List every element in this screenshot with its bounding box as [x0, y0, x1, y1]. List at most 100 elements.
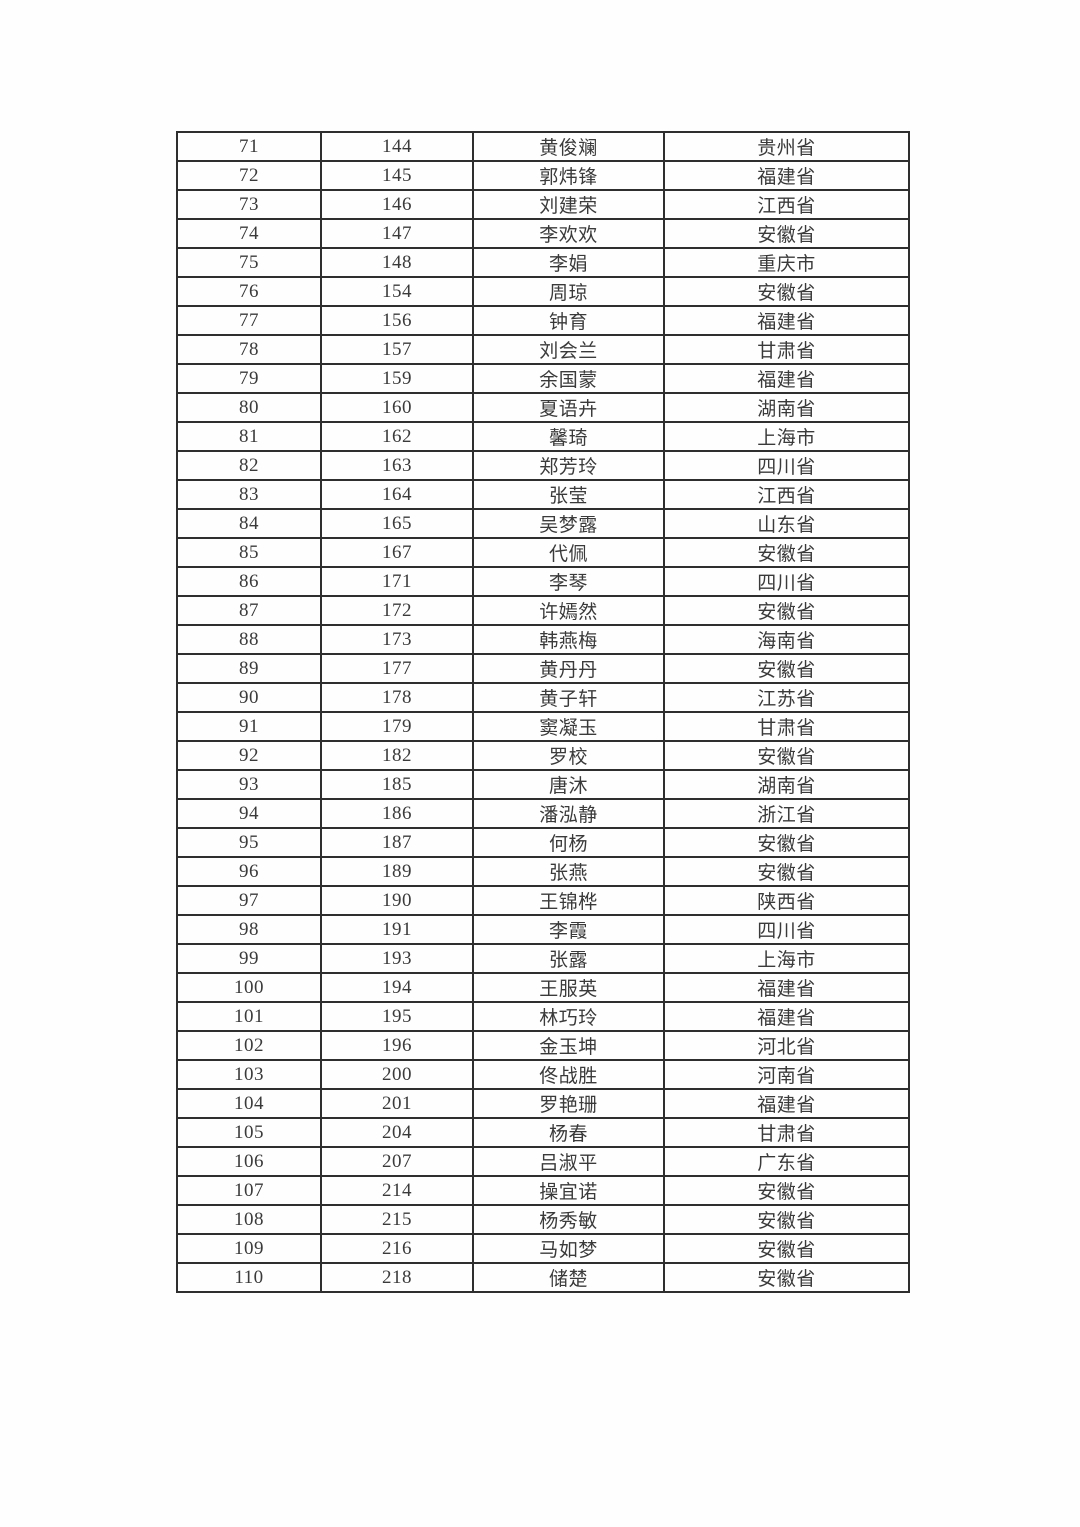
cell-index: 78 [176, 334, 322, 365]
table-row: 109 216 马如梦 安徽省 [176, 1233, 910, 1264]
cell-index: 80 [176, 392, 322, 423]
cell-index: 85 [176, 537, 322, 568]
cell-index: 106 [176, 1146, 322, 1177]
cell-number: 185 [320, 769, 474, 800]
roster-table: 71 144 黄俊斓 贵州省 72 145 郭炜锋 福建省 73 146 刘建荣 江西省 74 147 李欢… [176, 131, 910, 1293]
table-row: 75 148 李娟 重庆市 [176, 247, 910, 278]
table-row: 97 190 王锦桦 陕西省 [176, 885, 910, 916]
cell-name: 王锦桦 [472, 885, 665, 916]
cell-province: 安徽省 [663, 653, 910, 684]
cell-number: 148 [320, 247, 474, 278]
cell-province: 陕西省 [663, 885, 910, 916]
cell-index: 88 [176, 624, 322, 655]
table-row: 110 218 储楚 安徽省 [176, 1262, 910, 1293]
table-row: 87 172 许嫣然 安徽省 [176, 595, 910, 626]
table-row: 100 194 王服英 福建省 [176, 972, 910, 1003]
cell-index: 79 [176, 363, 322, 394]
table-row: 108 215 杨秀敏 安徽省 [176, 1204, 910, 1235]
cell-number: 164 [320, 479, 474, 510]
table-row: 74 147 李欢欢 安徽省 [176, 218, 910, 249]
cell-province: 甘肃省 [663, 1117, 910, 1148]
cell-number: 154 [320, 276, 474, 307]
table-row: 103 200 佟战胜 河南省 [176, 1059, 910, 1090]
cell-name: 王服英 [472, 972, 665, 1003]
cell-index: 83 [176, 479, 322, 510]
cell-name: 钟育 [472, 305, 665, 336]
table-row: 98 191 李霞 四川省 [176, 914, 910, 945]
cell-name: 代佩 [472, 537, 665, 568]
cell-name: 储楚 [472, 1262, 665, 1293]
cell-province: 福建省 [663, 363, 910, 394]
cell-number: 172 [320, 595, 474, 626]
table-row: 92 182 罗校 安徽省 [176, 740, 910, 771]
table-row: 78 157 刘会兰 甘肃省 [176, 334, 910, 365]
cell-number: 196 [320, 1030, 474, 1061]
cell-number: 201 [320, 1088, 474, 1119]
cell-index: 90 [176, 682, 322, 713]
cell-number: 165 [320, 508, 474, 539]
cell-number: 200 [320, 1059, 474, 1090]
cell-name: 罗艳珊 [472, 1088, 665, 1119]
table-row: 88 173 韩燕梅 海南省 [176, 624, 910, 655]
cell-number: 216 [320, 1233, 474, 1264]
cell-number: 157 [320, 334, 474, 365]
cell-name: 韩燕梅 [472, 624, 665, 655]
cell-name: 黄子轩 [472, 682, 665, 713]
cell-name: 李霞 [472, 914, 665, 945]
cell-index: 81 [176, 421, 322, 452]
cell-name: 吕淑平 [472, 1146, 665, 1177]
cell-province: 安徽省 [663, 276, 910, 307]
cell-province: 安徽省 [663, 1175, 910, 1206]
table-row: 80 160 夏语卉 湖南省 [176, 392, 910, 423]
cell-index: 104 [176, 1088, 322, 1119]
cell-number: 194 [320, 972, 474, 1003]
table-row: 86 171 李琴 四川省 [176, 566, 910, 597]
cell-name: 李欢欢 [472, 218, 665, 249]
cell-name: 张燕 [472, 856, 665, 887]
table-row: 73 146 刘建荣 江西省 [176, 189, 910, 220]
cell-number: 187 [320, 827, 474, 858]
cell-index: 91 [176, 711, 322, 742]
cell-number: 190 [320, 885, 474, 916]
cell-name: 刘建荣 [472, 189, 665, 220]
cell-name: 李娟 [472, 247, 665, 278]
cell-province: 贵州省 [663, 131, 910, 162]
cell-name: 唐沐 [472, 769, 665, 800]
table-row: 83 164 张莹 江西省 [176, 479, 910, 510]
cell-province: 河南省 [663, 1059, 910, 1090]
cell-index: 86 [176, 566, 322, 597]
cell-province: 安徽省 [663, 1262, 910, 1293]
table-row: 101 195 林巧玲 福建省 [176, 1001, 910, 1032]
cell-number: 156 [320, 305, 474, 336]
cell-name: 张露 [472, 943, 665, 974]
cell-name: 许嫣然 [472, 595, 665, 626]
cell-name: 郑芳玲 [472, 450, 665, 481]
cell-index: 89 [176, 653, 322, 684]
cell-province: 福建省 [663, 1088, 910, 1119]
cell-number: 214 [320, 1175, 474, 1206]
cell-province: 安徽省 [663, 740, 910, 771]
cell-name: 马如梦 [472, 1233, 665, 1264]
cell-province: 安徽省 [663, 537, 910, 568]
table-row: 79 159 余国蒙 福建省 [176, 363, 910, 394]
cell-name: 黄丹丹 [472, 653, 665, 684]
cell-index: 93 [176, 769, 322, 800]
cell-index: 95 [176, 827, 322, 858]
cell-name: 潘泓静 [472, 798, 665, 829]
cell-province: 湖南省 [663, 392, 910, 423]
cell-number: 178 [320, 682, 474, 713]
cell-province: 安徽省 [663, 1233, 910, 1264]
cell-index: 99 [176, 943, 322, 974]
cell-index: 96 [176, 856, 322, 887]
cell-number: 218 [320, 1262, 474, 1293]
cell-index: 97 [176, 885, 322, 916]
cell-province: 江西省 [663, 189, 910, 220]
table-row: 102 196 金玉坤 河北省 [176, 1030, 910, 1061]
cell-index: 110 [176, 1262, 322, 1293]
cell-index: 87 [176, 595, 322, 626]
cell-index: 71 [176, 131, 322, 162]
table-row: 105 204 杨春 甘肃省 [176, 1117, 910, 1148]
cell-province: 湖南省 [663, 769, 910, 800]
table-row: 84 165 吴梦露 山东省 [176, 508, 910, 539]
